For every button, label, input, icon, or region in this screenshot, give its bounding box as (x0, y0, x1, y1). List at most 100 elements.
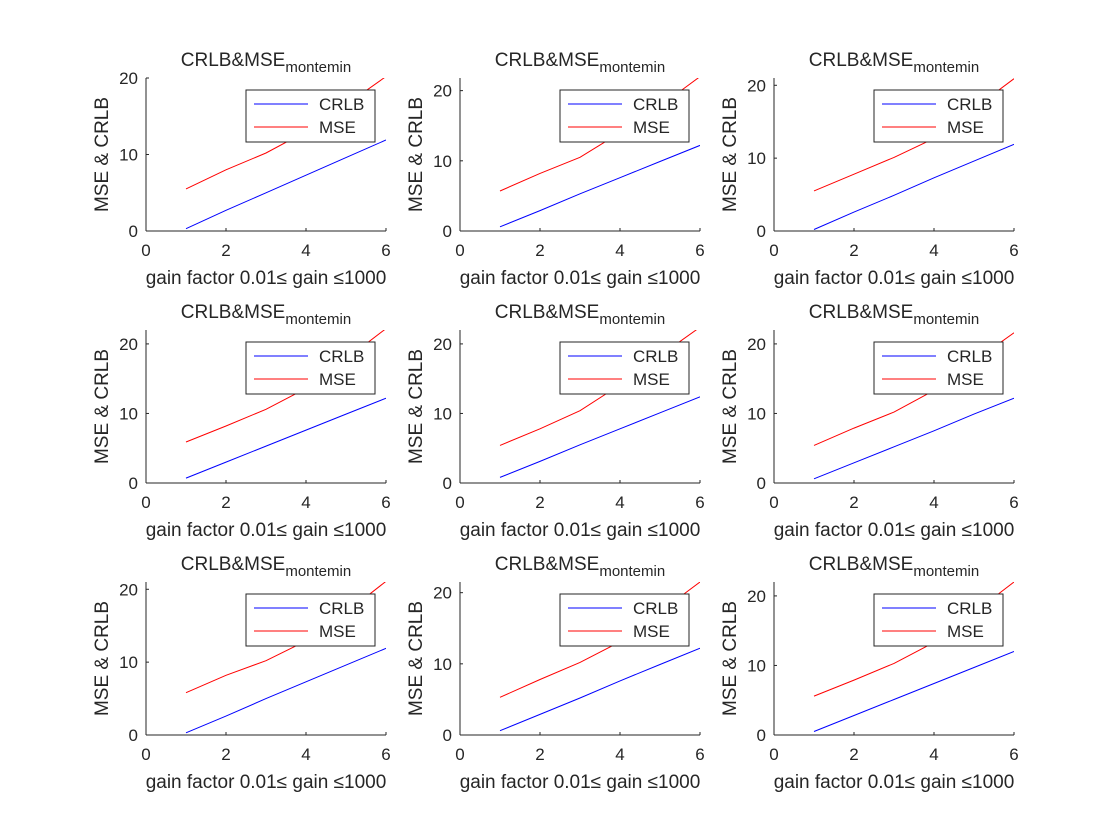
y-tick-label: 0 (757, 474, 766, 493)
subplot-title: CRLB&MSEmontemin (495, 302, 665, 328)
subplot-6: CRLB&MSEmontemin 0 2 4 6 0 10 20 gain factor 0.0… (720, 302, 1019, 541)
x-tick-label: 2 (849, 745, 858, 764)
legend-label-crlb: CRLB (633, 347, 678, 366)
y-tick-label: 0 (129, 474, 138, 493)
x-tick-label: 6 (695, 241, 704, 260)
x-tick-label: 6 (381, 493, 390, 512)
y-tick-label: 10 (747, 149, 766, 168)
x-tick-label: 0 (769, 241, 778, 260)
y-tick-label: 10 (433, 655, 452, 674)
legend-box (245, 89, 376, 143)
legend: CRLB MSE (559, 593, 690, 647)
subplot-title-subscript: montemin (913, 59, 979, 76)
x-tick-label: 2 (221, 493, 230, 512)
subplot-title-main: CRLB&MSE (809, 50, 914, 71)
legend-label-mse: MSE (633, 118, 670, 137)
subplot-title-subscript: montemin (913, 563, 979, 580)
subplot-title: CRLB&MSEmontemin (809, 554, 979, 580)
subplot-title-main: CRLB&MSE (181, 302, 286, 323)
x-axis-label: gain factor 0.01≤ gain ≤1000 (460, 772, 701, 793)
y-tick-label: 10 (433, 152, 452, 171)
y-tick-label: 20 (433, 584, 452, 603)
y-tick-label: 0 (757, 726, 766, 745)
x-tick-label: 0 (141, 241, 150, 260)
legend-label-crlb: CRLB (947, 347, 992, 366)
x-tick-label: 0 (141, 493, 150, 512)
x-tick-label: 6 (1009, 241, 1018, 260)
subplot-title: CRLB&MSEmontemin (181, 302, 351, 328)
series-line-crlb (499, 144, 700, 228)
subplot-title: CRLB&MSEmontemin (495, 554, 665, 580)
subplot-title-subscript: montemin (599, 59, 665, 76)
y-tick-label: 20 (747, 76, 766, 95)
subplot-title-subscript: montemin (285, 311, 351, 328)
legend: CRLB MSE (873, 593, 1004, 647)
y-tick-label: 10 (747, 656, 766, 675)
y-axis-label: MSE & CRLB (720, 601, 741, 716)
x-tick-label: 6 (695, 745, 704, 764)
legend-label-mse: MSE (319, 118, 356, 137)
y-tick-label: 20 (119, 69, 138, 88)
subplot-title-main: CRLB&MSE (495, 554, 600, 575)
y-tick-label: 10 (119, 404, 138, 423)
x-tick-label: 4 (615, 745, 624, 764)
series-line-crlb (185, 397, 386, 479)
legend-box (245, 593, 376, 647)
legend: CRLB MSE (245, 89, 376, 143)
legend-box (873, 89, 1004, 143)
y-axis-label: MSE & CRLB (406, 601, 427, 716)
subplot-2: CRLB&MSEmontemin 0 2 4 6 0 10 20 gain factor 0.0… (406, 50, 705, 289)
x-axis-label: gain factor 0.01≤ gain ≤1000 (774, 268, 1015, 289)
y-axis-label: MSE & CRLB (406, 97, 427, 212)
legend-label-mse: MSE (633, 622, 670, 641)
x-tick-label: 0 (141, 745, 150, 764)
legend-label-mse: MSE (947, 370, 984, 389)
x-tick-label: 4 (615, 493, 624, 512)
series-line-crlb (813, 143, 1014, 230)
legend-label-crlb: CRLB (947, 599, 992, 618)
y-tick-label: 0 (757, 222, 766, 241)
legend-box (873, 341, 1004, 395)
legend-box (559, 341, 690, 395)
subplot-title: CRLB&MSEmontemin (495, 50, 665, 76)
y-tick-label: 10 (119, 653, 138, 672)
series-line-crlb (813, 397, 1014, 480)
x-axis-label: gain factor 0.01≤ gain ≤1000 (146, 772, 387, 793)
y-tick-label: 0 (443, 222, 452, 241)
x-tick-label: 2 (535, 745, 544, 764)
subplot-title: CRLB&MSEmontemin (809, 50, 979, 76)
x-tick-label: 4 (929, 241, 938, 260)
legend: CRLB MSE (245, 593, 376, 647)
x-tick-label: 6 (381, 745, 390, 764)
legend-label-mse: MSE (319, 370, 356, 389)
subplot-title-subscript: montemin (285, 563, 351, 580)
subplot-title-subscript: montemin (599, 311, 665, 328)
x-tick-label: 4 (615, 241, 624, 260)
subplot-8: CRLB&MSEmontemin 0 2 4 6 0 10 20 gain factor 0.0… (406, 554, 705, 793)
y-tick-label: 20 (119, 335, 138, 354)
y-tick-label: 20 (119, 580, 138, 599)
subplot-title: CRLB&MSEmontemin (181, 554, 351, 580)
legend: CRLB MSE (873, 341, 1004, 395)
legend-label-crlb: CRLB (633, 95, 678, 114)
x-tick-label: 2 (849, 241, 858, 260)
subplot-title-subscript: montemin (285, 59, 351, 76)
y-tick-label: 0 (129, 222, 138, 241)
subplot-title-main: CRLB&MSE (809, 554, 914, 575)
legend-label-mse: MSE (947, 118, 984, 137)
subplot-3: CRLB&MSEmontemin 0 2 4 6 0 10 20 gain factor 0.0… (720, 50, 1019, 289)
y-tick-label: 0 (443, 474, 452, 493)
x-tick-label: 4 (929, 493, 938, 512)
x-tick-label: 4 (301, 493, 310, 512)
subplot-1: CRLB&MSEmontemin 0 2 4 6 0 10 20 gain factor 0.0… (92, 50, 391, 289)
x-tick-label: 0 (769, 745, 778, 764)
x-axis-label: gain factor 0.01≤ gain ≤1000 (460, 268, 701, 289)
y-tick-label: 20 (747, 335, 766, 354)
subplot-title-main: CRLB&MSE (809, 302, 914, 323)
series-line-crlb (185, 647, 386, 734)
y-tick-label: 10 (747, 404, 766, 423)
y-axis-label: MSE & CRLB (92, 97, 113, 212)
y-tick-label: 0 (129, 726, 138, 745)
x-tick-label: 6 (1009, 745, 1018, 764)
x-tick-label: 2 (221, 745, 230, 764)
